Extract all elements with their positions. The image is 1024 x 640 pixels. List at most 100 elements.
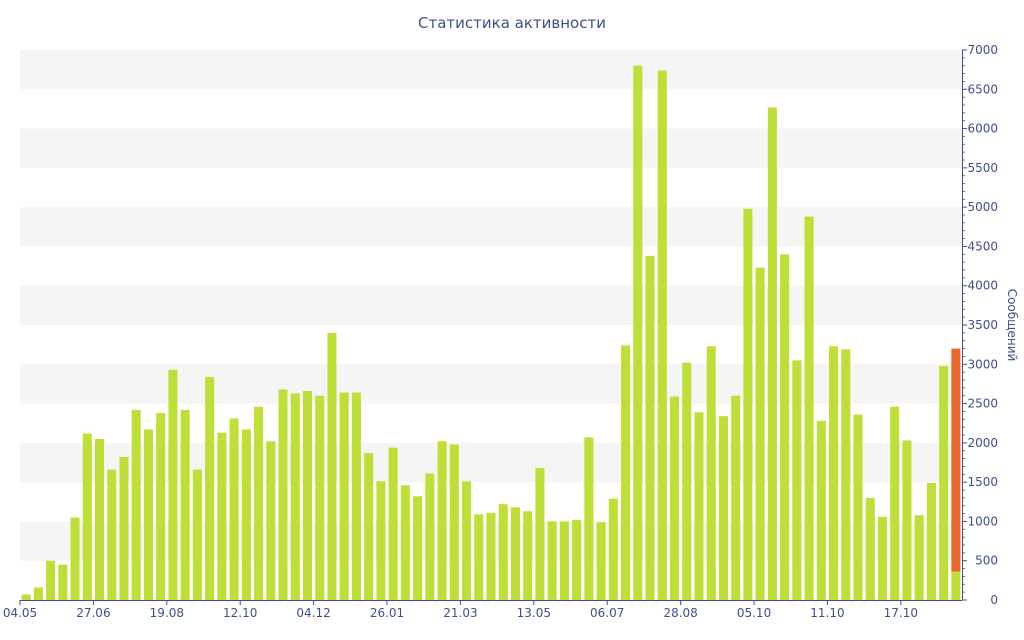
bar	[731, 395, 741, 600]
y-tick-label: 2500	[967, 397, 998, 411]
x-tick-label: 17.10	[884, 606, 918, 620]
bar	[535, 468, 545, 600]
bar	[254, 406, 264, 600]
bar	[58, 564, 68, 600]
bar	[278, 389, 288, 600]
bar	[241, 429, 251, 600]
bar	[780, 254, 790, 601]
y-tick-label: 3500	[967, 318, 998, 332]
bar	[70, 517, 80, 600]
y-axis-label: Сообщений	[1005, 289, 1019, 362]
grid-band	[20, 364, 962, 404]
y-tick-label: 4500	[967, 239, 998, 253]
bar	[584, 437, 594, 600]
bar	[547, 521, 557, 600]
bar	[425, 473, 435, 600]
bar	[877, 516, 888, 600]
x-tick-label: 11.10	[810, 606, 844, 620]
bar	[376, 481, 386, 600]
y-tick-label: 3000	[967, 357, 998, 371]
y-tick-label: 6500	[967, 82, 998, 96]
bar	[853, 414, 863, 600]
bar	[290, 393, 300, 600]
bar	[498, 504, 508, 600]
x-tick-label: 27.06	[76, 606, 110, 620]
bar	[449, 444, 459, 600]
bar	[816, 420, 826, 600]
grid-band	[20, 50, 962, 90]
bar	[669, 396, 680, 600]
bar	[180, 409, 190, 600]
x-tick-label: 13.05	[517, 606, 551, 620]
bar	[755, 267, 765, 600]
bar	[926, 482, 936, 600]
bar	[645, 255, 655, 600]
bar	[621, 345, 631, 600]
bar	[596, 522, 606, 600]
bar	[510, 507, 520, 600]
x-tick-label: 04.05	[3, 606, 37, 620]
y-tick-label: 5500	[967, 161, 998, 175]
bar	[437, 441, 447, 600]
bar-current-highlight	[951, 348, 961, 572]
y-tick-label: 5000	[967, 200, 998, 214]
bars	[21, 65, 961, 601]
bar	[902, 440, 912, 600]
bar	[400, 485, 410, 600]
x-tick-label: 19.08	[150, 606, 184, 620]
bar	[266, 441, 276, 600]
bar	[143, 429, 153, 600]
y-tick-label: 4000	[967, 279, 998, 293]
y-tick-label: 0	[990, 593, 998, 607]
bar	[939, 365, 949, 600]
bar	[523, 511, 533, 600]
bar	[119, 457, 129, 600]
bar	[217, 432, 227, 600]
y-tick-label: 1000	[967, 514, 998, 528]
bar	[156, 413, 166, 600]
bar	[792, 360, 802, 600]
bar	[804, 216, 814, 601]
y-tick-label: 7000	[967, 43, 998, 57]
grid-band	[20, 207, 962, 247]
bar	[462, 481, 472, 600]
bar	[486, 512, 496, 600]
bar	[706, 346, 716, 600]
bar	[718, 416, 728, 600]
bar	[46, 560, 56, 600]
bar	[168, 369, 178, 600]
bar	[682, 362, 692, 600]
y-tick-label: 2000	[967, 436, 998, 450]
bar	[890, 406, 900, 600]
bar	[21, 594, 31, 600]
bar	[657, 70, 667, 600]
bar	[131, 409, 141, 600]
y-tick-label: 500	[975, 554, 998, 568]
bar	[192, 469, 202, 600]
bar	[743, 208, 753, 600]
x-tick-label: 28.08	[663, 606, 697, 620]
bar	[82, 433, 92, 600]
bar	[767, 107, 777, 600]
x-tick-label: 06.07	[590, 606, 624, 620]
bar	[94, 438, 105, 600]
x-tick-label: 12.10	[223, 606, 257, 620]
bar	[364, 453, 374, 600]
bar	[572, 519, 582, 600]
bar	[327, 332, 337, 600]
bar	[633, 65, 643, 600]
y-axis: 0 500 1000 1500 2000 2500 3000 3500 4000 4500 5000…	[962, 43, 998, 607]
x-tick-label: 05.10	[737, 606, 771, 620]
y-tick-label: 1500	[967, 475, 998, 489]
bar	[914, 515, 924, 600]
bar	[315, 395, 325, 600]
x-tick-label: 26.01	[370, 606, 404, 620]
bar	[559, 521, 569, 600]
bar	[474, 514, 484, 600]
bar	[841, 349, 851, 600]
bar	[302, 391, 313, 600]
grid-band	[20, 128, 962, 168]
bar-current-base	[951, 571, 961, 600]
